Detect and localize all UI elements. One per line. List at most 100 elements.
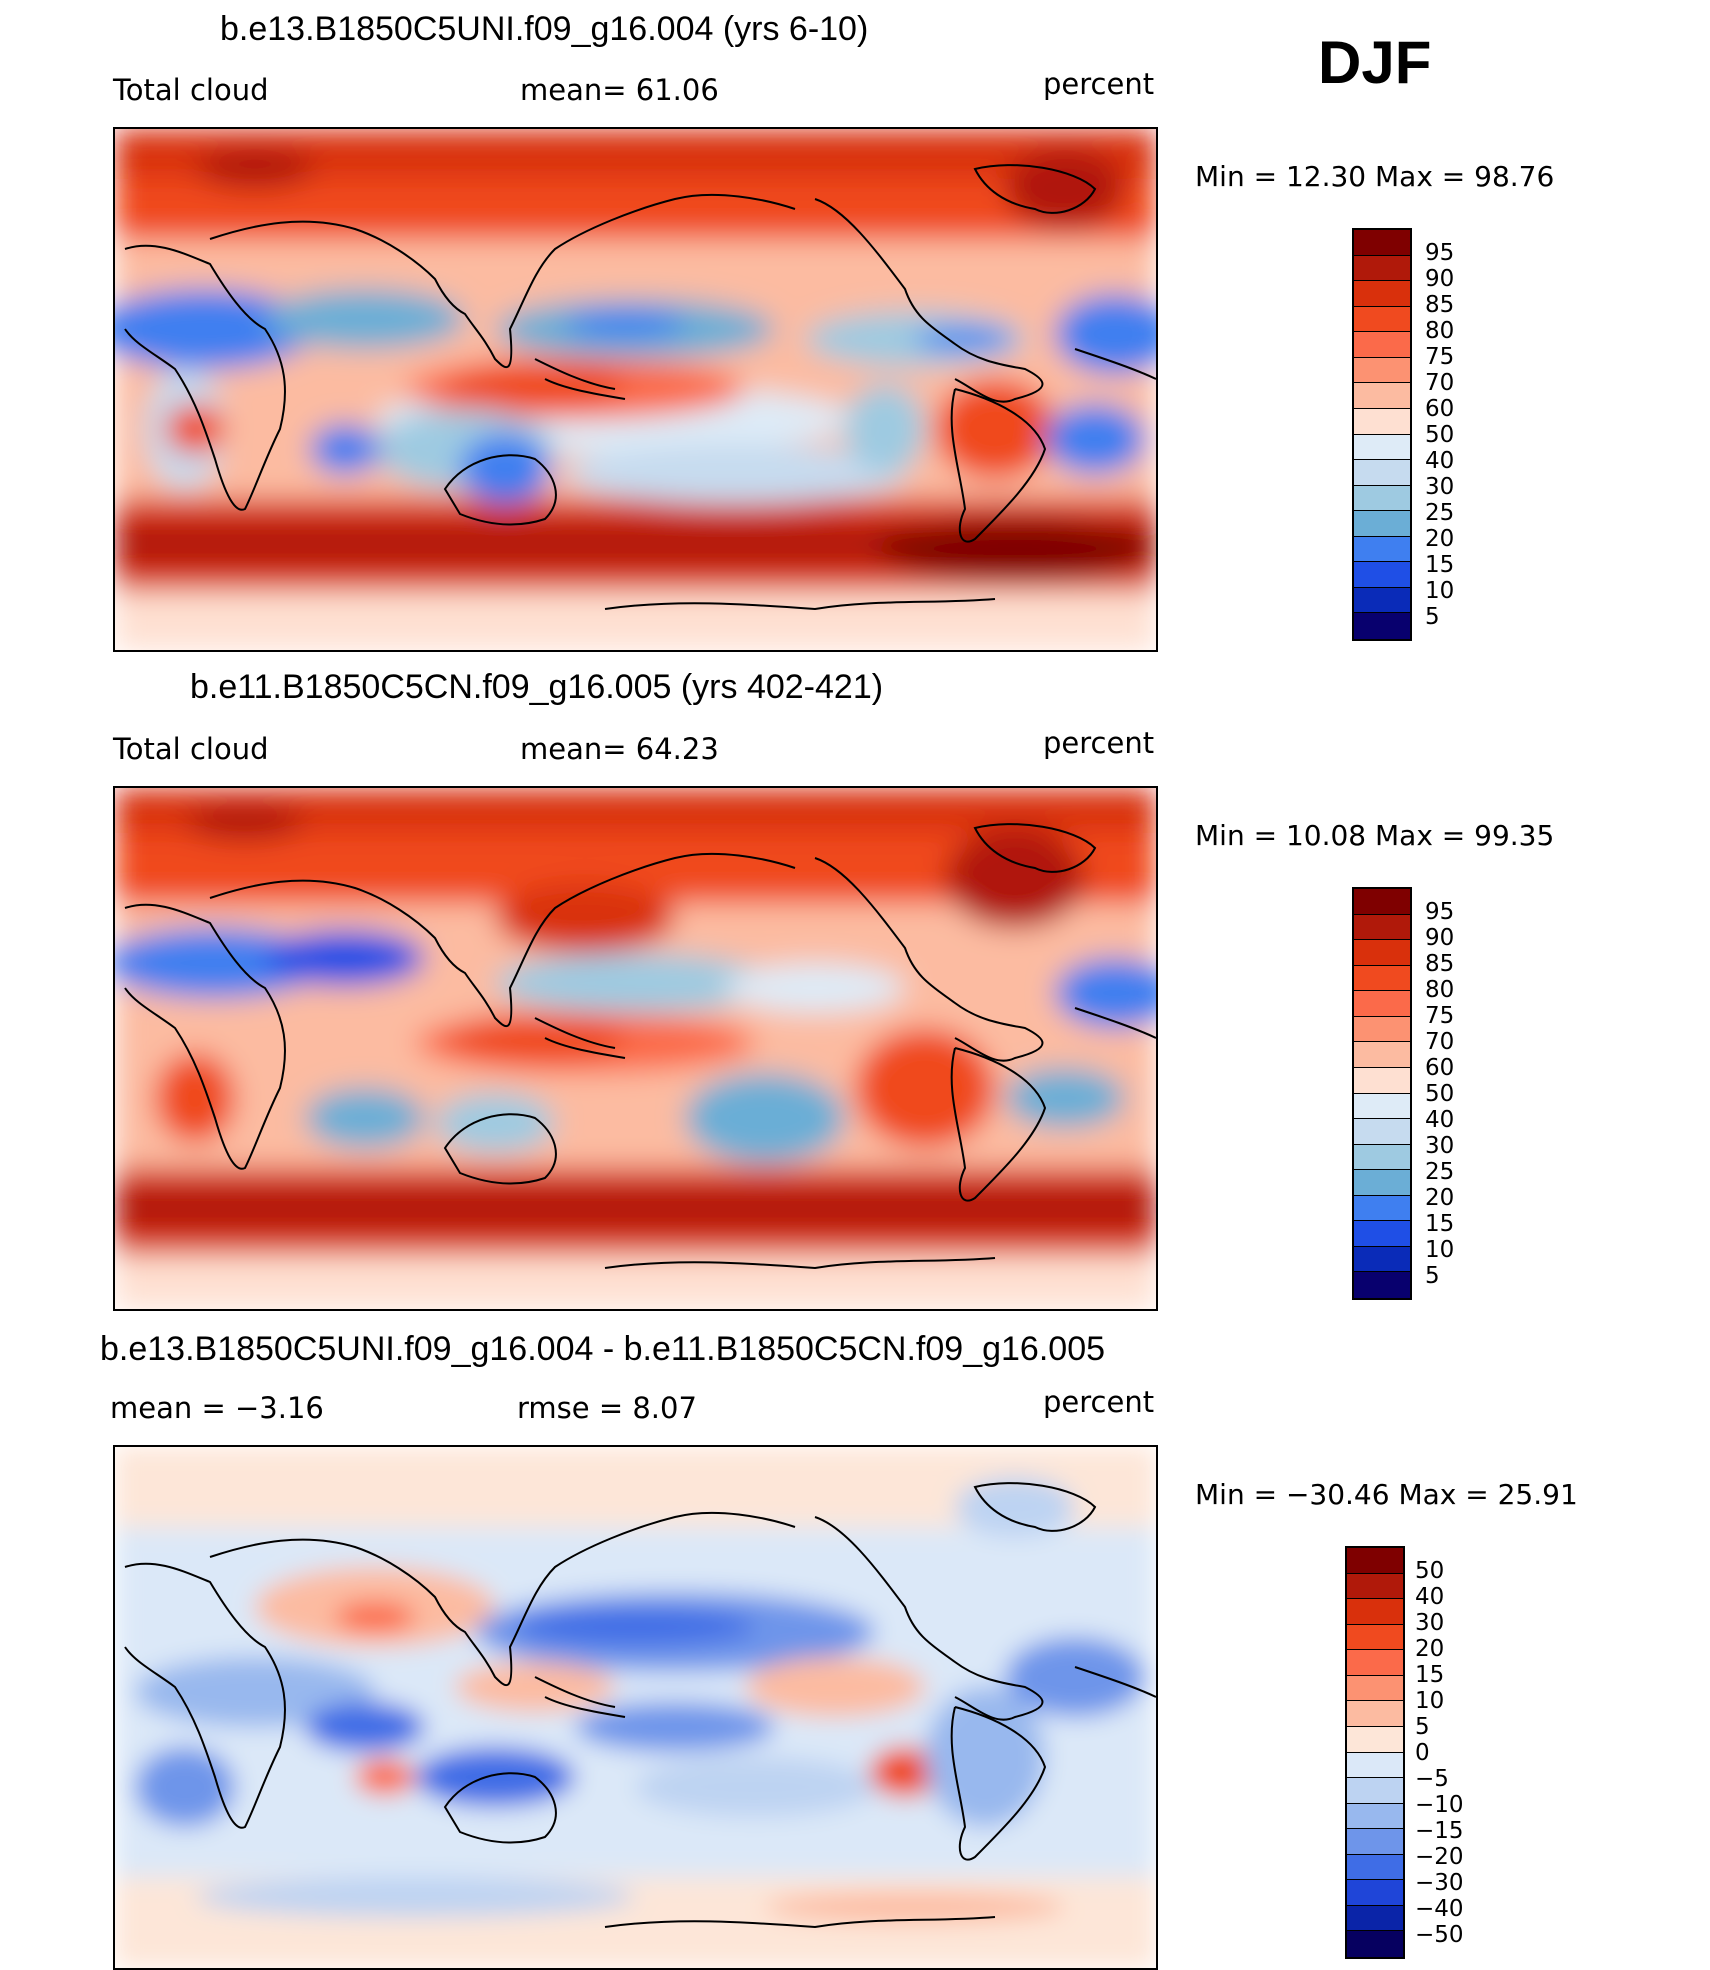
panel2-variable-label: Total cloud <box>113 732 269 766</box>
colorbar-swatch <box>1354 1093 1410 1120</box>
colorbar-label: 50 <box>1415 1558 1445 1584</box>
colorbar-label: 30 <box>1425 1133 1455 1159</box>
colorbar-swatch <box>1347 1726 1403 1753</box>
colorbar-label: 25 <box>1425 500 1455 526</box>
colorbar-label: 75 <box>1425 344 1455 370</box>
colorbar-swatch <box>1354 434 1410 461</box>
colorbar-label: 20 <box>1425 1185 1455 1211</box>
panel1-units-label: percent <box>1043 67 1155 101</box>
panel3-coastlines <box>124 1482 1156 1929</box>
panel2-colorbar-labels: 95 90 85 80 75 70 60 50 40 30 25 20 15 1… <box>1425 899 1454 1289</box>
colorbar-label: 90 <box>1425 925 1455 951</box>
colorbar-swatch <box>1354 940 1410 966</box>
colorbar-label: 30 <box>1415 1610 1445 1636</box>
colorbar-label: −10 <box>1415 1792 1464 1818</box>
panel3-units-label: percent <box>1043 1385 1155 1419</box>
colorbar-label: 5 <box>1425 604 1440 630</box>
panel3-map-canvas <box>115 1447 1156 1968</box>
panel2-map <box>113 786 1158 1311</box>
colorbar-label: 30 <box>1425 474 1455 500</box>
colorbar-swatch <box>1354 991 1410 1017</box>
colorbar-label: 10 <box>1425 578 1455 604</box>
colorbar-swatch <box>1347 1624 1403 1651</box>
panel3-colorbar <box>1345 1546 1405 1959</box>
colorbar-label: 50 <box>1425 1081 1455 1107</box>
colorbar-swatch <box>1347 1573 1403 1600</box>
colorbar-label: 25 <box>1425 1159 1455 1185</box>
colorbar-label: 80 <box>1425 318 1455 344</box>
panel2-mean-label: mean= 64.23 <box>520 732 719 766</box>
colorbar-label: 40 <box>1425 448 1455 474</box>
colorbar-swatch <box>1354 357 1410 384</box>
colorbar-label: 40 <box>1415 1584 1445 1610</box>
panel1-colorbar <box>1352 228 1412 641</box>
panel3-title: b.e13.B1850C5UNI.f09_g16.004 - b.e11.B18… <box>100 1330 1106 1368</box>
colorbar-swatch <box>1354 1246 1410 1273</box>
panel2-title: b.e11.B1850C5CN.f09_g16.005 (yrs 402-421… <box>190 668 884 706</box>
colorbar-label: 80 <box>1425 977 1455 1003</box>
colorbar-swatch <box>1354 889 1410 915</box>
colorbar-label: 10 <box>1425 1237 1455 1263</box>
colorbar-label: 10 <box>1415 1688 1445 1714</box>
colorbar-swatch <box>1354 485 1410 512</box>
colorbar-swatch <box>1347 1650 1403 1676</box>
colorbar-swatch <box>1354 562 1410 588</box>
panel1-colorbar-labels: 95 90 85 80 75 70 60 50 40 30 25 20 15 1… <box>1425 240 1454 630</box>
colorbar-swatch <box>1347 1675 1403 1702</box>
panel3-mean-label: mean = −3.16 <box>110 1391 324 1425</box>
colorbar-label: 15 <box>1425 552 1455 578</box>
colorbar-label: −50 <box>1415 1922 1464 1948</box>
colorbar-label: 40 <box>1425 1107 1455 1133</box>
colorbar-swatch <box>1354 1042 1410 1068</box>
colorbar-swatch <box>1347 1701 1403 1727</box>
colorbar-swatch <box>1347 1599 1403 1625</box>
colorbar-swatch <box>1354 306 1410 333</box>
colorbar-swatch <box>1354 536 1410 563</box>
colorbar-swatch <box>1354 511 1410 537</box>
colorbar-swatch <box>1354 255 1410 282</box>
panel3-map <box>113 1445 1158 1970</box>
colorbar-swatch <box>1354 1144 1410 1171</box>
panel1-variable-label: Total cloud <box>113 73 269 107</box>
colorbar-swatch <box>1354 230 1410 256</box>
colorbar-swatch <box>1354 281 1410 307</box>
colorbar-swatch <box>1354 1221 1410 1247</box>
colorbar-swatch <box>1354 1067 1410 1094</box>
colorbar-label: 50 <box>1425 422 1455 448</box>
colorbar-swatch <box>1354 1119 1410 1145</box>
panel1-title: b.e13.B1850C5UNI.f09_g16.004 (yrs 6-10) <box>220 10 869 48</box>
colorbar-swatch <box>1354 613 1410 639</box>
colorbar-label: 60 <box>1425 1055 1455 1081</box>
colorbar-swatch <box>1347 1803 1403 1830</box>
colorbar-label: 0 <box>1415 1740 1430 1766</box>
colorbar-swatch <box>1354 332 1410 358</box>
colorbar-label: −30 <box>1415 1870 1464 1896</box>
colorbar-swatch <box>1354 460 1410 486</box>
colorbar-label: 5 <box>1415 1714 1430 1740</box>
colorbar-swatch <box>1347 1905 1403 1932</box>
panel2-units-label: percent <box>1043 726 1155 760</box>
panel1-mean-label: mean= 61.06 <box>520 73 719 107</box>
panel1-map <box>113 127 1158 652</box>
panel2-minmax: Min = 10.08 Max = 99.35 <box>1195 819 1555 852</box>
panel1-coastlines <box>124 164 1156 611</box>
colorbar-label: 70 <box>1425 370 1455 396</box>
colorbar-swatch <box>1347 1752 1403 1779</box>
colorbar-swatch <box>1354 383 1410 409</box>
colorbar-label: −15 <box>1415 1818 1464 1844</box>
season-label: DJF <box>1318 29 1432 96</box>
colorbar-swatch <box>1354 914 1410 941</box>
colorbar-swatch <box>1354 408 1410 435</box>
panel3-cloud-field <box>115 1447 1156 1968</box>
colorbar-label: 20 <box>1415 1636 1445 1662</box>
panel3-rmse-label: rmse = 8.07 <box>517 1391 697 1425</box>
panel1-minmax: Min = 12.30 Max = 98.76 <box>1195 160 1555 193</box>
panel3-colorbar-labels: 50 40 30 20 15 10 5 0 −5 −10 −15 −20 −30… <box>1415 1558 1464 1948</box>
colorbar-label: −20 <box>1415 1844 1464 1870</box>
colorbar-label: 5 <box>1425 1263 1440 1289</box>
colorbar-label: 15 <box>1425 1211 1455 1237</box>
colorbar-swatch <box>1354 965 1410 992</box>
colorbar-label: 85 <box>1425 951 1455 977</box>
colorbar-label: 70 <box>1425 1029 1455 1055</box>
colorbar-swatch <box>1347 1548 1403 1574</box>
